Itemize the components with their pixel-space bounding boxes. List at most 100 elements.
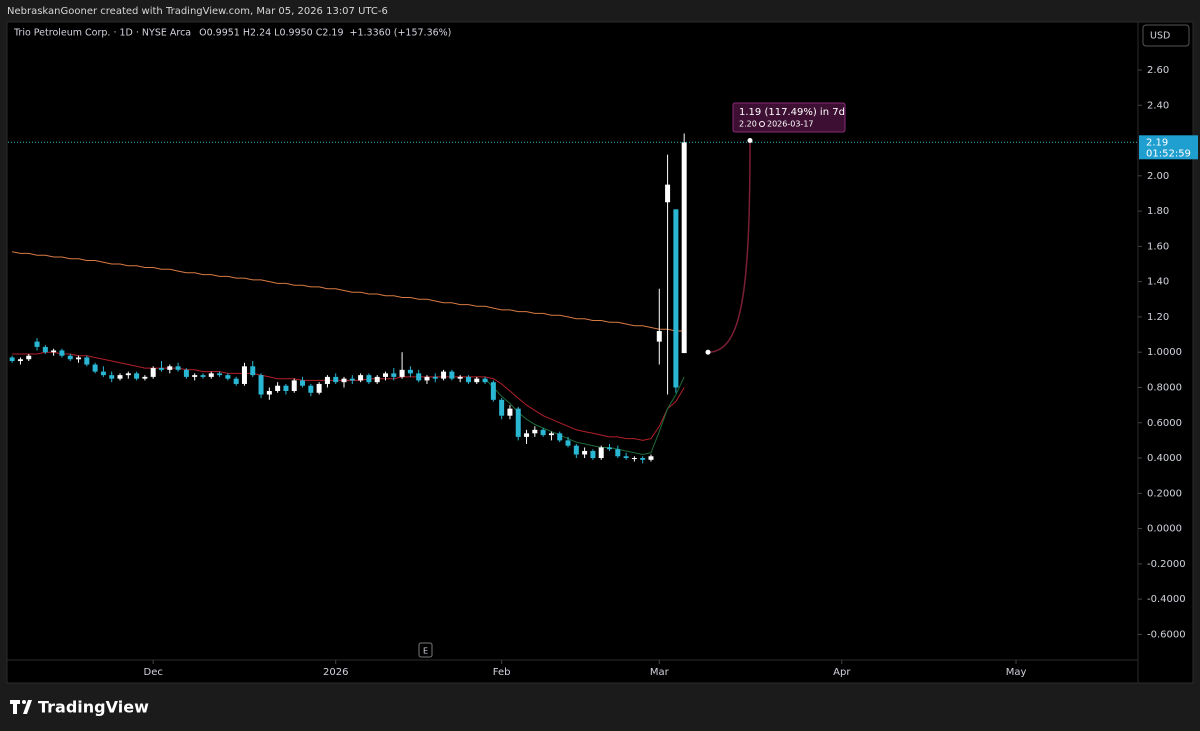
y-tick-label: -0.4000 xyxy=(1147,594,1186,605)
candle-body xyxy=(84,357,90,365)
y-tick-label: 0.0000 xyxy=(1147,524,1182,535)
candle-body xyxy=(499,399,505,416)
candle-body xyxy=(275,385,281,392)
candle-body xyxy=(17,359,23,362)
candle-body xyxy=(291,380,297,392)
candle-body xyxy=(382,373,388,377)
candle-body xyxy=(598,447,604,459)
candle-body xyxy=(175,366,181,370)
candle-body xyxy=(416,373,422,381)
candle-body xyxy=(540,429,546,436)
candle-body xyxy=(100,371,106,376)
change-legend: +1.3360 (+157.36%) xyxy=(350,28,452,39)
candle-body xyxy=(333,376,339,383)
indicator-line xyxy=(11,251,685,332)
projection-clock xyxy=(759,121,765,127)
y-tick-label: -0.6000 xyxy=(1147,629,1186,640)
candle-body xyxy=(150,368,156,377)
candle-body xyxy=(490,382,496,400)
candle-body xyxy=(640,458,646,460)
candle-body xyxy=(183,369,189,377)
candle-body xyxy=(432,376,438,379)
brand: TradingView xyxy=(38,698,149,717)
candle-body xyxy=(34,341,40,347)
candle-body xyxy=(681,142,687,354)
currency-box[interactable] xyxy=(1142,24,1190,47)
projection-end xyxy=(747,138,753,144)
candle-body xyxy=(208,373,214,377)
plot xyxy=(9,133,687,464)
candle-body xyxy=(607,447,613,450)
candle-body xyxy=(308,385,314,393)
candle-body xyxy=(266,391,272,395)
y-tick-label: 1.0000 xyxy=(1147,347,1182,358)
candle-body xyxy=(391,373,397,377)
projection-curve xyxy=(707,140,751,353)
countdown: 01:52:59 xyxy=(1146,148,1191,159)
indicator-line xyxy=(12,351,685,441)
last-price-box xyxy=(1139,135,1198,160)
currency[interactable]: USD xyxy=(1150,31,1170,42)
candle-body xyxy=(134,373,140,379)
x-tick-label: May xyxy=(1006,667,1027,678)
candle-body xyxy=(283,385,289,392)
candle-body xyxy=(366,375,372,383)
logo-mark xyxy=(10,700,32,714)
x-tick-label: Dec xyxy=(144,667,163,678)
projection-date: 2026-03-17 xyxy=(767,120,814,129)
candle-body xyxy=(125,373,131,376)
candle-body xyxy=(557,433,563,441)
earnings-flag[interactable] xyxy=(418,642,433,658)
candle-body xyxy=(615,449,621,457)
y-tick-label: 1.20 xyxy=(1147,312,1169,323)
candle-body xyxy=(507,408,513,416)
x-tick-label: Feb xyxy=(493,667,511,678)
projection-box xyxy=(732,102,846,133)
candle-body xyxy=(76,357,82,360)
candle-body xyxy=(441,371,447,379)
candle-body xyxy=(515,408,521,437)
candle-body xyxy=(474,378,480,383)
candle-body xyxy=(217,373,223,376)
candle-body xyxy=(42,346,48,353)
projection-start xyxy=(705,349,711,355)
candle-body xyxy=(117,375,123,379)
candle-body xyxy=(225,375,231,379)
y-tick-label: 2.40 xyxy=(1147,100,1169,111)
candle-body xyxy=(482,378,488,383)
candle-body xyxy=(457,376,463,379)
candle-body xyxy=(358,375,364,381)
candle-body xyxy=(424,376,430,381)
y-tick-label: 1.40 xyxy=(1147,277,1169,288)
candle-body xyxy=(524,433,530,437)
candle-body xyxy=(656,331,662,342)
y-tick-label: 2.00 xyxy=(1147,171,1169,182)
y-tick-label: -0.2000 xyxy=(1147,559,1186,570)
candle-body xyxy=(449,371,455,379)
candle-body xyxy=(673,209,679,388)
candle-body xyxy=(67,355,73,360)
candle-body xyxy=(465,376,471,383)
candle-body xyxy=(51,350,57,353)
candle-body xyxy=(250,366,256,376)
candle-body xyxy=(324,376,330,384)
x-tick-label: Apr xyxy=(833,667,851,678)
candle-body xyxy=(590,450,596,459)
candle-body xyxy=(374,376,380,383)
ohlc-legend: O0.9951 H2.24 L0.9950 C2.19 xyxy=(199,28,343,39)
candle-body xyxy=(631,458,637,460)
watermark: NebraskanGooner created with TradingView… xyxy=(7,6,388,17)
candle-body xyxy=(407,369,413,374)
candle-body xyxy=(648,456,654,460)
y-tick-label: 0.8000 xyxy=(1147,382,1182,393)
y-tick-label: 2.60 xyxy=(1147,65,1169,76)
candle-body xyxy=(399,369,405,377)
projection-target: 2.20 xyxy=(739,120,757,129)
candle-body xyxy=(548,433,554,436)
earnings-marker[interactable]: E xyxy=(423,647,428,656)
y-tick-label: 0.6000 xyxy=(1147,418,1182,429)
y-tick-label: 0.4000 xyxy=(1147,453,1182,464)
candle-body xyxy=(341,378,347,383)
candle-body xyxy=(167,366,173,370)
